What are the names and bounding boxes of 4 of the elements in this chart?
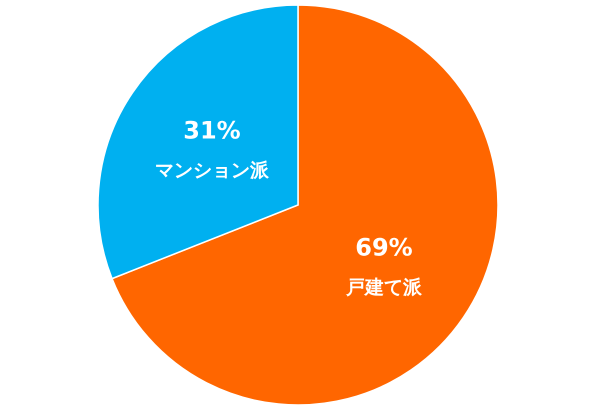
data-label: 31% [183,116,241,145]
data-label: 69% [355,233,413,262]
slice-label: 戸建て派 [345,276,424,298]
slice-label: マンション派 [154,160,270,182]
